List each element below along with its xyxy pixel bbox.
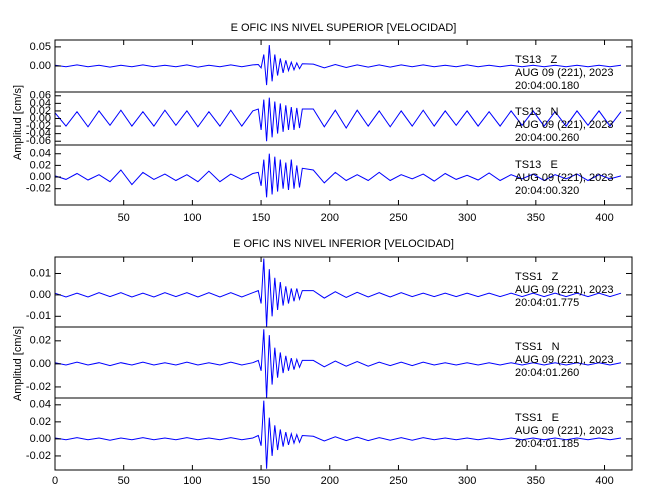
time-label: 20:04:00.320 <box>515 185 579 197</box>
y-tick-label: 0.00 <box>30 112 51 124</box>
y-tick-label: -0.01 <box>26 310 51 322</box>
waveform <box>54 400 622 469</box>
time-label: 20:04:01.260 <box>515 367 579 379</box>
y-tick-label: 0.00 <box>30 60 51 72</box>
chart-title: E OFIC INS NIVEL INFERIOR [VELOCIDAD] <box>233 238 454 250</box>
date-label: AUG 09 (221), 2023 <box>515 284 613 296</box>
waveform <box>54 258 622 328</box>
y-tick-label: 0.02 <box>30 335 51 347</box>
x-tick-label: 350 <box>527 475 545 487</box>
waveform <box>54 329 622 399</box>
time-label: 20:04:00.180 <box>515 80 579 92</box>
date-label: AUG 09 (221), 2023 <box>515 67 613 79</box>
x-tick-label: 300 <box>458 212 476 224</box>
x-tick-label: 350 <box>527 212 545 224</box>
y-axis-label: Amplitud [cm/s] <box>12 85 24 160</box>
x-tick-label: 50 <box>118 212 130 224</box>
waveform <box>54 153 622 198</box>
station-label: TS13 E <box>515 159 558 171</box>
x-tick-label: 0 <box>52 475 58 487</box>
y-tick-label: 0.02 <box>30 159 51 171</box>
x-tick-label: 200 <box>321 475 339 487</box>
y-tick-label: -0.04 <box>26 128 51 140</box>
date-label: AUG 09 (221), 2023 <box>515 354 613 366</box>
station-label: TSS1 E <box>515 412 559 424</box>
y-tick-label: 0.00 <box>30 433 51 445</box>
x-tick-label: 100 <box>183 475 201 487</box>
y-tick-label: 0.04 <box>30 97 51 109</box>
date-label: AUG 09 (221), 2023 <box>515 425 613 437</box>
x-tick-label: 200 <box>321 212 339 224</box>
date-label: AUG 09 (221), 2023 <box>515 119 613 131</box>
y-tick-label: -0.02 <box>26 120 51 132</box>
y-axis-label: Amplitud [cm/s] <box>12 326 24 401</box>
y-tick-label: 0.04 <box>30 148 51 160</box>
y-tick-label: 0.02 <box>30 416 51 428</box>
y-tick-label: 0.00 <box>30 289 51 301</box>
station-label: TS13 Z <box>515 54 557 66</box>
x-tick-label: 250 <box>389 212 407 224</box>
date-label: AUG 09 (221), 2023 <box>515 172 613 184</box>
station-label: TSS1 N <box>515 341 560 353</box>
y-tick-label: 0.00 <box>30 171 51 183</box>
x-tick-label: 300 <box>458 475 476 487</box>
y-tick-label: 0.00 <box>30 358 51 370</box>
x-tick-label: 50 <box>118 475 130 487</box>
y-tick-label: 0.04 <box>30 399 51 411</box>
y-tick-label: 0.01 <box>30 267 51 279</box>
y-tick-label: -0.06 <box>26 135 51 147</box>
waveform <box>54 97 622 142</box>
x-tick-label: 150 <box>252 475 270 487</box>
y-tick-label: -0.02 <box>26 381 51 393</box>
station-label: TSS1 Z <box>515 271 559 283</box>
x-tick-label: 100 <box>183 212 201 224</box>
y-tick-label: 0.02 <box>30 105 51 117</box>
chart-title: E OFIC INS NIVEL SUPERIOR [VELOCIDAD] <box>231 22 457 34</box>
x-tick-label: 400 <box>595 475 613 487</box>
time-label: 20:04:01.775 <box>515 297 579 309</box>
station-label: TS13 N <box>515 106 558 118</box>
y-tick-label: -0.02 <box>26 183 51 195</box>
x-tick-label: 250 <box>389 475 407 487</box>
x-tick-label: 150 <box>252 212 270 224</box>
y-tick-label: 0.05 <box>30 41 51 53</box>
waveform <box>54 44 622 86</box>
x-tick-label: 400 <box>595 212 613 224</box>
y-tick-label: -0.02 <box>26 450 51 462</box>
panel-frame <box>54 144 633 206</box>
panel-frame <box>54 397 633 471</box>
time-label: 20:04:00.260 <box>515 132 579 144</box>
time-label: 20:04:01.185 <box>515 438 579 450</box>
y-tick-label: 0.06 <box>30 90 51 102</box>
